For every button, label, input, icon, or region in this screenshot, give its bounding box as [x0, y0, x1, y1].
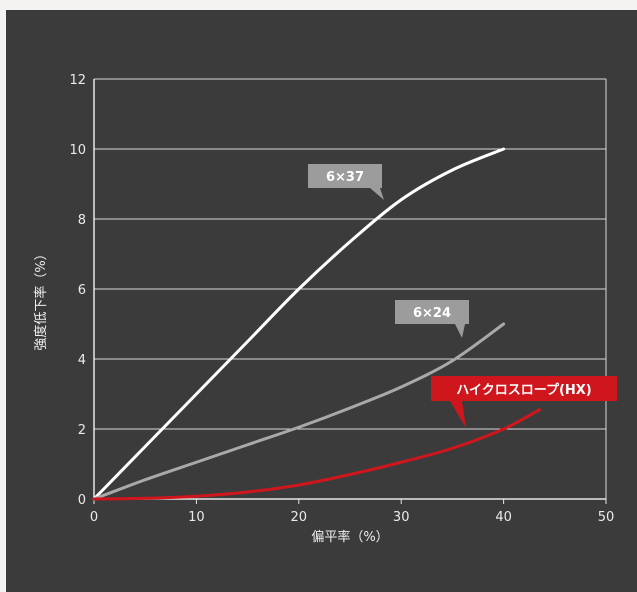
y-tick-label-4: 4 [78, 353, 86, 368]
series-label-6x37-text: 6×37 [326, 170, 364, 185]
series-label-6x24-box [395, 300, 469, 324]
series-line-6x37 [92, 147, 506, 501]
series-label-hx-box [431, 376, 617, 401]
y-tick-label-6: 6 [78, 283, 86, 298]
series-label-6x37-pointer [370, 188, 384, 200]
series-line-6x24 [92, 322, 506, 501]
x-tick-label-50: 50 [598, 510, 615, 525]
y-tick-label-10: 10 [69, 143, 86, 158]
series-label-hx-text: ハイクロスロープ(HX) [456, 383, 592, 398]
x-tick-label-0: 0 [90, 510, 98, 525]
x-tick-label-40: 40 [495, 510, 512, 525]
series-label-6x24: 6×24 [395, 300, 469, 338]
x-tick-label-30: 30 [393, 510, 410, 525]
x-tick-label-20: 20 [291, 510, 308, 525]
y-tick-label-12: 12 [69, 73, 86, 88]
line-chart: 0 2 4 6 8 10 12 0 10 20 30 40 50 6×37 6×24 ハイクロスロープ(… [33, 73, 617, 545]
x-tick-label-10: 10 [188, 510, 205, 525]
y-tick-label-0: 0 [78, 493, 86, 508]
y-tick-label-8: 8 [78, 213, 86, 228]
axes [93, 79, 607, 504]
series-label-6x24-text: 6×24 [413, 306, 451, 321]
y-tick-label-2: 2 [78, 423, 86, 438]
series-label-6x37: 6×37 [308, 164, 384, 200]
series-label-hx-pointer [450, 401, 466, 428]
series-label-6x37-box [308, 164, 382, 188]
x-axis-title: 偏平率（%） [311, 529, 388, 545]
tick-labels: 0 2 4 6 8 10 12 0 10 20 30 40 50 [69, 73, 614, 525]
y-axis-title: 強度低下率（%） [33, 247, 49, 350]
chart-panel: 0 2 4 6 8 10 12 0 10 20 30 40 50 6×37 6×24 ハイクロスロープ(… [6, 10, 637, 592]
series-label-hx: ハイクロスロープ(HX) [431, 376, 617, 428]
series-lines [92, 147, 541, 501]
series-line-hx [92, 408, 541, 501]
series-label-6x24-pointer [455, 324, 465, 338]
